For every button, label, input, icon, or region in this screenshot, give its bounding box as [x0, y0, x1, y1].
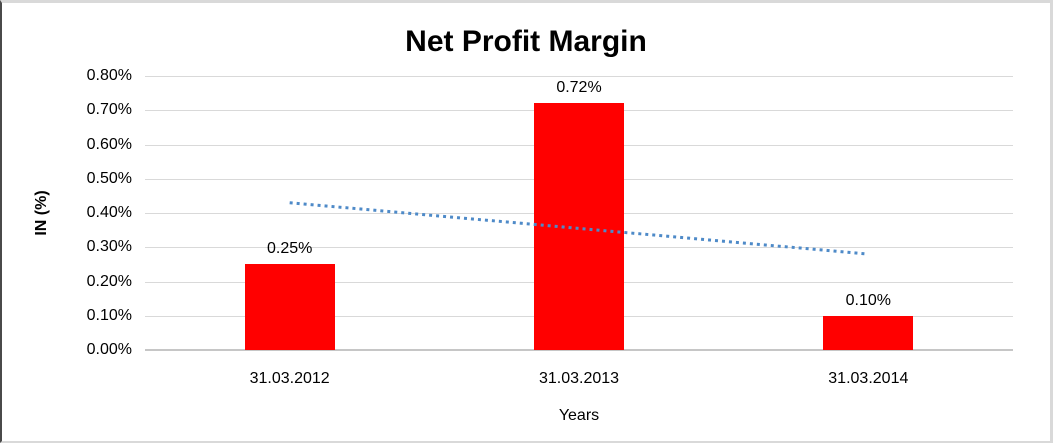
gridline — [145, 76, 1013, 77]
bar-value-label: 0.72% — [556, 79, 602, 97]
x-axis-line — [145, 349, 1013, 351]
bar-31.03.2012 — [244, 264, 335, 350]
y-tick-label: 0.50% — [86, 169, 132, 187]
x-tick-label: 31.03.2012 — [249, 370, 330, 387]
bar-value-label: 0.25% — [266, 240, 313, 258]
x-tick-label: 31.03.2013 — [538, 370, 620, 387]
y-tick-label: 0.00% — [86, 341, 132, 358]
bar-31.03.2013 — [534, 103, 624, 350]
y-tick-label: 0.30% — [86, 238, 132, 256]
x-tick-label: 31.03.2014 — [828, 370, 909, 387]
x-axis-title: Years — [558, 407, 600, 424]
y-tick-label: 0.20% — [86, 272, 132, 290]
y-tick-label: 0.60% — [86, 135, 132, 153]
chart-title: Net Profit Margin — [405, 25, 647, 58]
y-axis-title: IN (%) — [33, 190, 50, 236]
y-tick-label: 0.70% — [86, 101, 132, 119]
y-tick-label: 0.80% — [86, 67, 132, 84]
y-tick-label: 0.10% — [86, 306, 132, 324]
bar-value-label: 0.10% — [845, 291, 892, 309]
y-tick-label: 0.40% — [86, 204, 132, 221]
bar-31.03.2014 — [823, 315, 914, 350]
